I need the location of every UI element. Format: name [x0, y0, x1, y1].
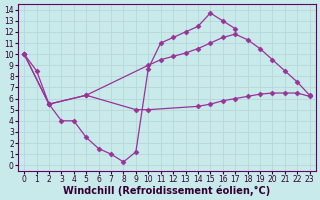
X-axis label: Windchill (Refroidissement éolien,°C): Windchill (Refroidissement éolien,°C) [63, 185, 270, 196]
